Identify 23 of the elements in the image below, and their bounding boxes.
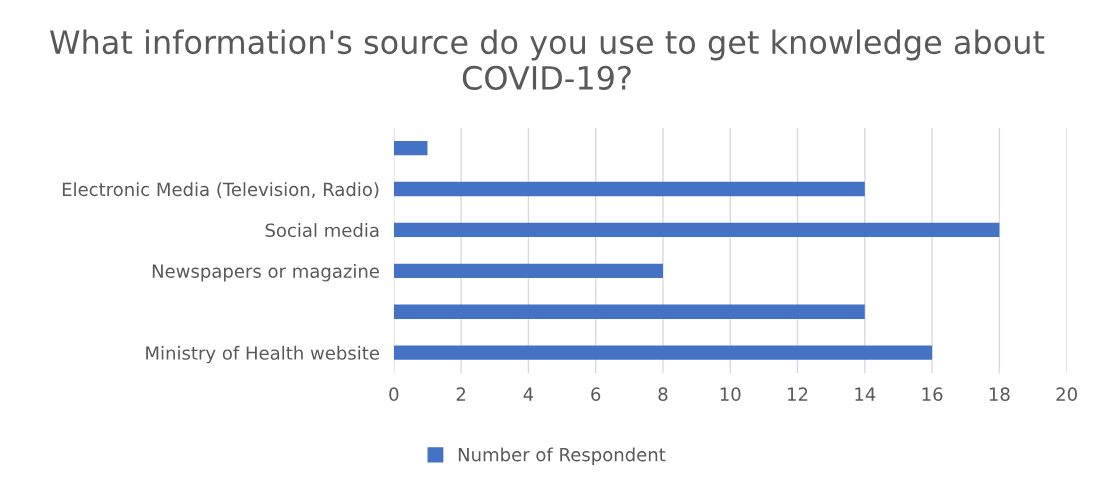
x-tick-label: 10	[720, 387, 741, 402]
x-tick-label: 12	[788, 387, 808, 401]
x-tick-label: 8	[658, 387, 668, 402]
y-tick-label: Electronic Media (Television, Radio)	[62, 182, 379, 199]
x-tick-label: 20	[1056, 387, 1077, 402]
x-tick-label: 18	[989, 387, 1010, 402]
y-tick-label: Ministry of Health website	[146, 345, 379, 364]
bar	[393, 304, 865, 319]
chart-title: What information's source do you use to get knowledge about COVID-19?	[50, 29, 1045, 90]
x-tick-label: 6	[591, 387, 601, 402]
bar	[393, 345, 933, 360]
y-tick-label: Newspapers or magazine	[152, 264, 379, 282]
x-tick-label: 4	[523, 387, 534, 401]
bar	[393, 263, 663, 279]
bar	[393, 140, 428, 156]
y-tick-label: Social media	[265, 223, 379, 238]
bar	[393, 222, 1000, 238]
legend-label: Number of Respondent	[458, 447, 666, 465]
x-tick-label: 14	[855, 387, 876, 401]
x-tick-label: 0	[389, 387, 399, 402]
x-tick-label: 2	[456, 387, 466, 401]
bar	[393, 181, 865, 197]
x-tick-label: 16	[922, 387, 943, 402]
